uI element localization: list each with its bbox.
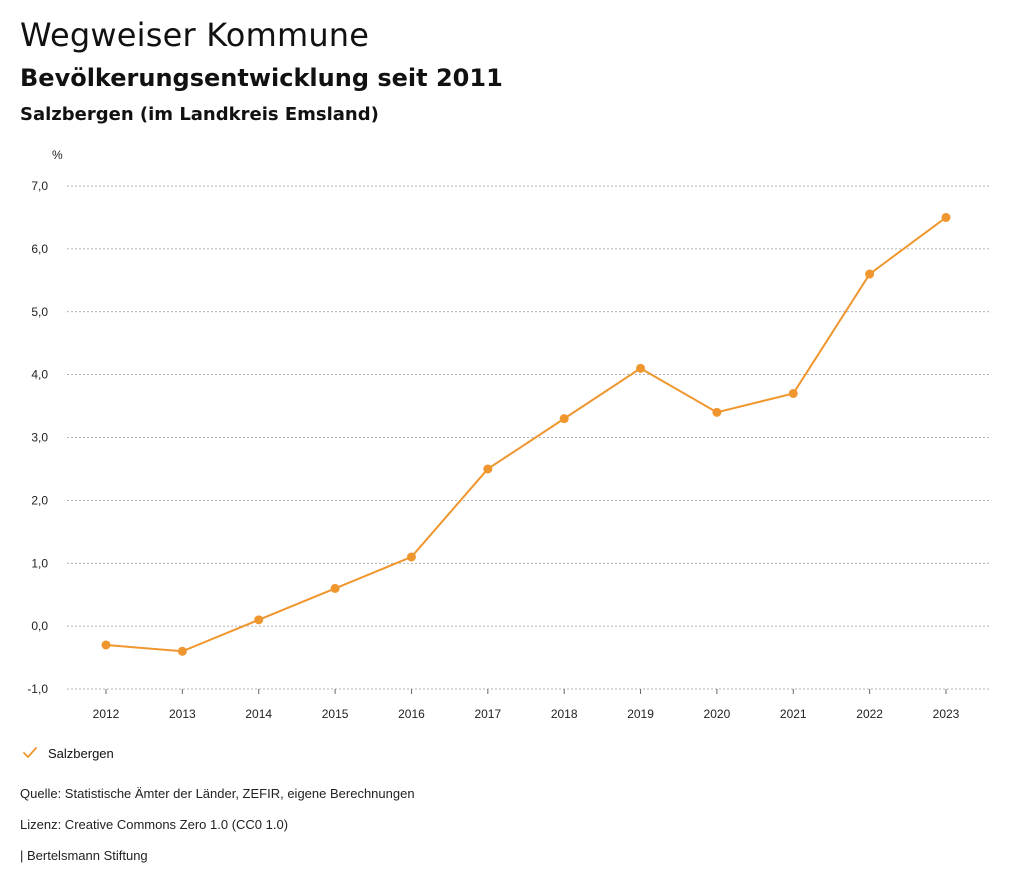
data-point[interactable] — [177, 646, 187, 656]
x-tick-label: 2020 — [704, 707, 731, 721]
y-tick-label: -1,0 — [27, 682, 48, 696]
x-tick-label: 2021 — [780, 707, 807, 721]
data-point[interactable] — [406, 552, 416, 562]
series-lines — [105, 216, 947, 653]
y-axis-unit-label: % — [52, 148, 63, 162]
y-tick-label: 1,0 — [31, 556, 48, 570]
legend[interactable]: Salzbergen — [22, 745, 114, 761]
y-tick-label: 6,0 — [31, 242, 48, 256]
license-note: Lizenz: Creative Commons Zero 1.0 (CC0 1… — [20, 817, 289, 832]
y-tick-label: 5,0 — [31, 305, 48, 319]
x-tick-label: 2019 — [627, 707, 654, 721]
data-point[interactable] — [254, 615, 264, 625]
legend-label-salzbergen: Salzbergen — [48, 745, 114, 761]
publisher-note: | Bertelsmann Stiftung — [20, 848, 148, 863]
data-point[interactable] — [865, 269, 875, 279]
x-tick-label: 2013 — [169, 707, 196, 721]
x-tick-label: 2012 — [93, 707, 120, 721]
x-tick-label: 2015 — [322, 707, 349, 721]
y-tick-label: 7,0 — [31, 179, 48, 193]
x-tick-label: 2023 — [933, 707, 960, 721]
chart-subtitle: Bevölkerungsentwicklung seit 2011 — [20, 64, 503, 92]
data-point[interactable] — [712, 407, 722, 417]
data-point[interactable] — [559, 414, 569, 424]
page-title: Wegweiser Kommune — [20, 16, 370, 54]
y-tick-label: 3,0 — [31, 431, 48, 445]
y-tick-label: 4,0 — [31, 368, 48, 382]
x-tick-label: 2016 — [398, 707, 425, 721]
source-note: Quelle: Statistische Ämter der Länder, Z… — [20, 786, 415, 801]
series-line-salzbergen — [105, 216, 947, 653]
series-points[interactable] — [101, 212, 951, 656]
line-chart: % -1,00,01,02,03,04,05,06,07,0 2012 2013 2… — [27, 148, 990, 721]
x-tick-label: 2017 — [474, 707, 501, 721]
x-tick-label: 2022 — [856, 707, 883, 721]
data-point[interactable] — [330, 583, 340, 593]
data-point[interactable] — [636, 363, 646, 373]
check-icon — [23, 747, 37, 758]
y-tick-label: 0,0 — [31, 619, 48, 633]
grid-lines — [67, 185, 990, 690]
data-point[interactable] — [483, 464, 493, 474]
data-point[interactable] — [788, 388, 798, 398]
data-point[interactable] — [101, 640, 111, 650]
y-axis-ticks: -1,0 0,0 1,0 2,0 3,0 4,0 5,0 6,0 7,0 — [27, 179, 48, 696]
x-axis-ticks: 2012 2013 2014 2015 2016 2017 2018 2019 2020 2021… — [93, 689, 960, 721]
x-tick-label: 2014 — [245, 707, 272, 721]
x-tick-label: 2018 — [551, 707, 578, 721]
place-name: Salzbergen (im Landkreis Emsland) — [20, 104, 379, 125]
data-point[interactable] — [941, 212, 951, 222]
y-tick-label: 2,0 — [31, 493, 48, 507]
